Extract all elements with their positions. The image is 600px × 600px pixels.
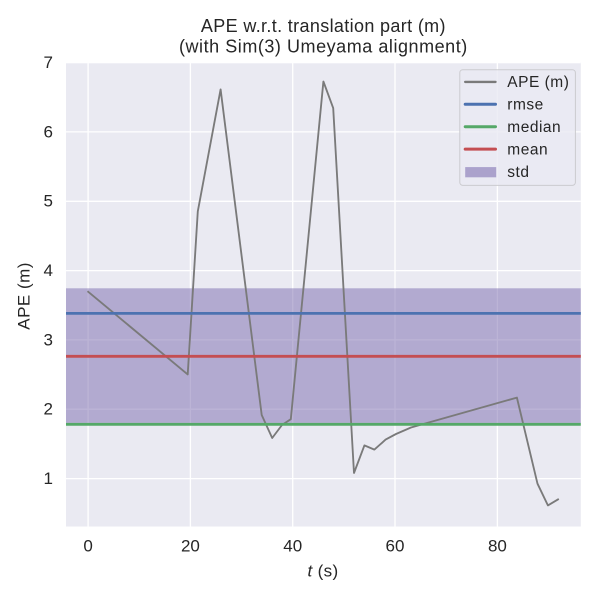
svg-text:0: 0: [83, 536, 92, 555]
svg-text:t (s): t (s): [307, 561, 338, 580]
svg-text:1: 1: [44, 469, 53, 488]
svg-text:20: 20: [181, 536, 200, 555]
svg-text:std: std: [507, 164, 529, 181]
svg-text:4: 4: [44, 261, 53, 280]
svg-text:mean: mean: [507, 141, 548, 158]
svg-text:5: 5: [44, 192, 53, 211]
svg-text:2: 2: [44, 400, 53, 419]
svg-text:APE w.r.t. translation part (m: APE w.r.t. translation part (m): [201, 16, 446, 36]
svg-text:40: 40: [283, 536, 302, 555]
svg-text:rmse: rmse: [507, 97, 543, 114]
svg-text:7: 7: [44, 53, 53, 72]
svg-text:APE (m): APE (m): [507, 74, 569, 91]
svg-text:6: 6: [44, 122, 53, 141]
svg-text:(with Sim(3) Umeyama alignment: (with Sim(3) Umeyama alignment): [179, 36, 468, 56]
svg-text:3: 3: [44, 330, 53, 349]
svg-text:median: median: [507, 119, 561, 136]
svg-text:60: 60: [386, 536, 405, 555]
svg-text:APE (m): APE (m): [14, 262, 33, 330]
svg-text:80: 80: [488, 536, 507, 555]
